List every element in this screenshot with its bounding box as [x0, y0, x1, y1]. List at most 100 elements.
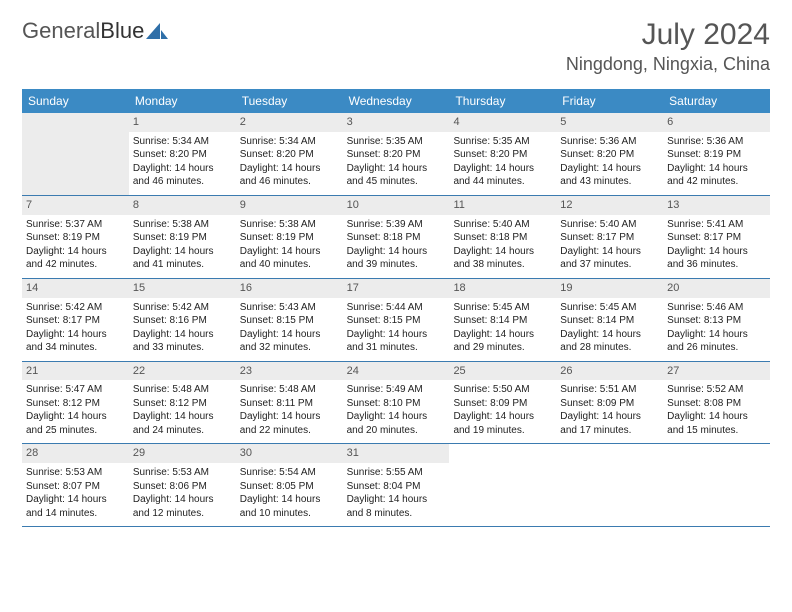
- sunrise-line: Sunrise: 5:53 AM: [26, 466, 125, 480]
- day-cell: 22 Sunrise: 5:48 AMSunset: 8:12 PMDayligh…: [129, 362, 236, 444]
- day-number: 8: [129, 196, 236, 215]
- sunset-line: Sunset: 8:10 PM: [347, 397, 446, 411]
- sunrise-line: Sunrise: 5:44 AM: [347, 301, 446, 315]
- daylight-line: Daylight: 14 hours and 46 minutes.: [240, 162, 339, 189]
- logo-sail-icon: [146, 21, 170, 41]
- day-cell: 20Sunrise: 5:46 AMSunset: 8:13 PMDayligh…: [663, 279, 770, 361]
- sunrise-line: Sunrise: 5:48 AM: [240, 383, 339, 397]
- day-number: 23: [236, 362, 343, 381]
- daylight-line: Daylight: 14 hours and 31 minutes.: [347, 328, 446, 355]
- daylight-line: Daylight: 14 hours and 17 minutes.: [560, 410, 659, 437]
- calendar: SundayMondayTuesdayWednesdayThursdayFrid…: [22, 89, 770, 527]
- day-header-cell: Sunday: [22, 89, 129, 113]
- day-cell: 9Sunrise: 5:38 AMSunset: 8:19 PMDaylight…: [236, 196, 343, 278]
- sunset-line: Sunset: 8:12 PM: [133, 397, 232, 411]
- day-header-cell: Tuesday: [236, 89, 343, 113]
- day-number: 9: [236, 196, 343, 215]
- sunrise-line: Sunrise: 5:50 AM: [453, 383, 552, 397]
- week-row: 1Sunrise: 5:34 AMSunset: 8:20 PMDaylight…: [22, 113, 770, 196]
- daylight-line: Daylight: 14 hours and 32 minutes.: [240, 328, 339, 355]
- logo: GeneralBlue: [22, 18, 170, 44]
- daylight-line: Daylight: 14 hours and 37 minutes.: [560, 245, 659, 272]
- sunset-line: Sunset: 8:20 PM: [453, 148, 552, 162]
- sunset-line: Sunset: 8:19 PM: [667, 148, 766, 162]
- sunset-line: Sunset: 8:09 PM: [453, 397, 552, 411]
- week-row: 21Sunrise: 5:47 AMSunset: 8:12 PMDayligh…: [22, 362, 770, 445]
- day-number: 24: [343, 362, 450, 381]
- day-cell: [22, 113, 129, 195]
- sunset-line: Sunset: 8:18 PM: [453, 231, 552, 245]
- day-number: 21: [22, 362, 129, 381]
- sunrise-line: Sunrise: 5:42 AM: [133, 301, 232, 315]
- sunset-line: Sunset: 8:13 PM: [667, 314, 766, 328]
- day-number: 5: [556, 113, 663, 132]
- day-cell: 15 Sunrise: 5:42 AMSunset: 8:16 PMDayligh…: [129, 279, 236, 361]
- sunrise-line: Sunrise: 5:47 AM: [26, 383, 125, 397]
- sunset-line: Sunset: 8:19 PM: [240, 231, 339, 245]
- sunset-line: Sunset: 8:08 PM: [667, 397, 766, 411]
- day-number: 17: [343, 279, 450, 298]
- day-number: 11: [449, 196, 556, 215]
- day-cell: 3Sunrise: 5:35 AMSunset: 8:20 PMDaylight…: [343, 113, 450, 195]
- sunset-line: Sunset: 8:20 PM: [347, 148, 446, 162]
- week-row: 28Sunrise: 5:53 AMSunset: 8:07 PMDayligh…: [22, 444, 770, 527]
- daylight-line: Daylight: 14 hours and 22 minutes.: [240, 410, 339, 437]
- daylight-line: Daylight: 14 hours and 26 minutes.: [667, 328, 766, 355]
- sunset-line: Sunset: 8:19 PM: [133, 231, 232, 245]
- day-header-row: SundayMondayTuesdayWednesdayThursdayFrid…: [22, 89, 770, 113]
- week-row: 7Sunrise: 5:37 AMSunset: 8:19 PMDaylight…: [22, 196, 770, 279]
- sunset-line: Sunset: 8:17 PM: [560, 231, 659, 245]
- location: Ningdong, Ningxia, China: [566, 54, 770, 75]
- sunrise-line: Sunrise: 5:41 AM: [667, 218, 766, 232]
- daylight-line: Daylight: 14 hours and 34 minutes.: [26, 328, 125, 355]
- daylight-line: Daylight: 14 hours and 43 minutes.: [560, 162, 659, 189]
- daylight-line: Daylight: 14 hours and 42 minutes.: [667, 162, 766, 189]
- sunrise-line: Sunrise: 5:36 AM: [667, 135, 766, 149]
- daylight-line: Daylight: 14 hours and 29 minutes.: [453, 328, 552, 355]
- day-number: 3: [343, 113, 450, 132]
- day-cell: 31Sunrise: 5:55 AMSunset: 8:04 PMDayligh…: [343, 444, 450, 526]
- day-number: 22: [129, 362, 236, 381]
- sunset-line: Sunset: 8:17 PM: [667, 231, 766, 245]
- day-number: 29: [129, 444, 236, 463]
- day-number: 25: [449, 362, 556, 381]
- daylight-line: Daylight: 14 hours and 46 minutes.: [133, 162, 232, 189]
- day-cell: 6Sunrise: 5:36 AMSunset: 8:19 PMDaylight…: [663, 113, 770, 195]
- day-cell: 12Sunrise: 5:40 AMSunset: 8:17 PMDayligh…: [556, 196, 663, 278]
- sunrise-line: Sunrise: 5:35 AM: [453, 135, 552, 149]
- day-cell: 28Sunrise: 5:53 AMSunset: 8:07 PMDayligh…: [22, 444, 129, 526]
- day-cell: 16Sunrise: 5:43 AMSunset: 8:15 PMDayligh…: [236, 279, 343, 361]
- daylight-line: Daylight: 14 hours and 19 minutes.: [453, 410, 552, 437]
- sunrise-line: Sunrise: 5:48 AM: [133, 383, 232, 397]
- day-number: 13: [663, 196, 770, 215]
- month-title: July 2024: [566, 18, 770, 52]
- daylight-line: Daylight: 14 hours and 25 minutes.: [26, 410, 125, 437]
- sunset-line: Sunset: 8:14 PM: [560, 314, 659, 328]
- day-number: 15: [129, 279, 236, 298]
- daylight-line: Daylight: 14 hours and 33 minutes.: [133, 328, 232, 355]
- header: GeneralBlue July 2024 Ningdong, Ningxia,…: [22, 18, 770, 75]
- daylight-line: Daylight: 14 hours and 36 minutes.: [667, 245, 766, 272]
- sunset-line: Sunset: 8:04 PM: [347, 480, 446, 494]
- day-cell: 26Sunrise: 5:51 AMSunset: 8:09 PMDayligh…: [556, 362, 663, 444]
- sunset-line: Sunset: 8:11 PM: [240, 397, 339, 411]
- sunset-line: Sunset: 8:18 PM: [347, 231, 446, 245]
- daylight-line: Daylight: 14 hours and 38 minutes.: [453, 245, 552, 272]
- daylight-line: Daylight: 14 hours and 24 minutes.: [133, 410, 232, 437]
- sunrise-line: Sunrise: 5:40 AM: [560, 218, 659, 232]
- sunset-line: Sunset: 8:20 PM: [240, 148, 339, 162]
- sunrise-line: Sunrise: 5:45 AM: [453, 301, 552, 315]
- daylight-line: Daylight: 14 hours and 40 minutes.: [240, 245, 339, 272]
- sunset-line: Sunset: 8:06 PM: [133, 480, 232, 494]
- day-cell: 13 Sunrise: 5:41 AMSunset: 8:17 PMDayligh…: [663, 196, 770, 278]
- day-cell: 2Sunrise: 5:34 AMSunset: 8:20 PMDaylight…: [236, 113, 343, 195]
- daylight-line: Daylight: 14 hours and 15 minutes.: [667, 410, 766, 437]
- day-cell: 18Sunrise: 5:45 AMSunset: 8:14 PMDayligh…: [449, 279, 556, 361]
- day-header-cell: Friday: [556, 89, 663, 113]
- day-cell: 24Sunrise: 5:49 AMSunset: 8:10 PMDayligh…: [343, 362, 450, 444]
- day-cell: 30Sunrise: 5:54 AMSunset: 8:05 PMDayligh…: [236, 444, 343, 526]
- sunrise-line: Sunrise: 5:37 AM: [26, 218, 125, 232]
- daylight-line: Daylight: 14 hours and 39 minutes.: [347, 245, 446, 272]
- day-cell: 27Sunrise: 5:52 AMSunset: 8:08 PMDayligh…: [663, 362, 770, 444]
- sunset-line: Sunset: 8:16 PM: [133, 314, 232, 328]
